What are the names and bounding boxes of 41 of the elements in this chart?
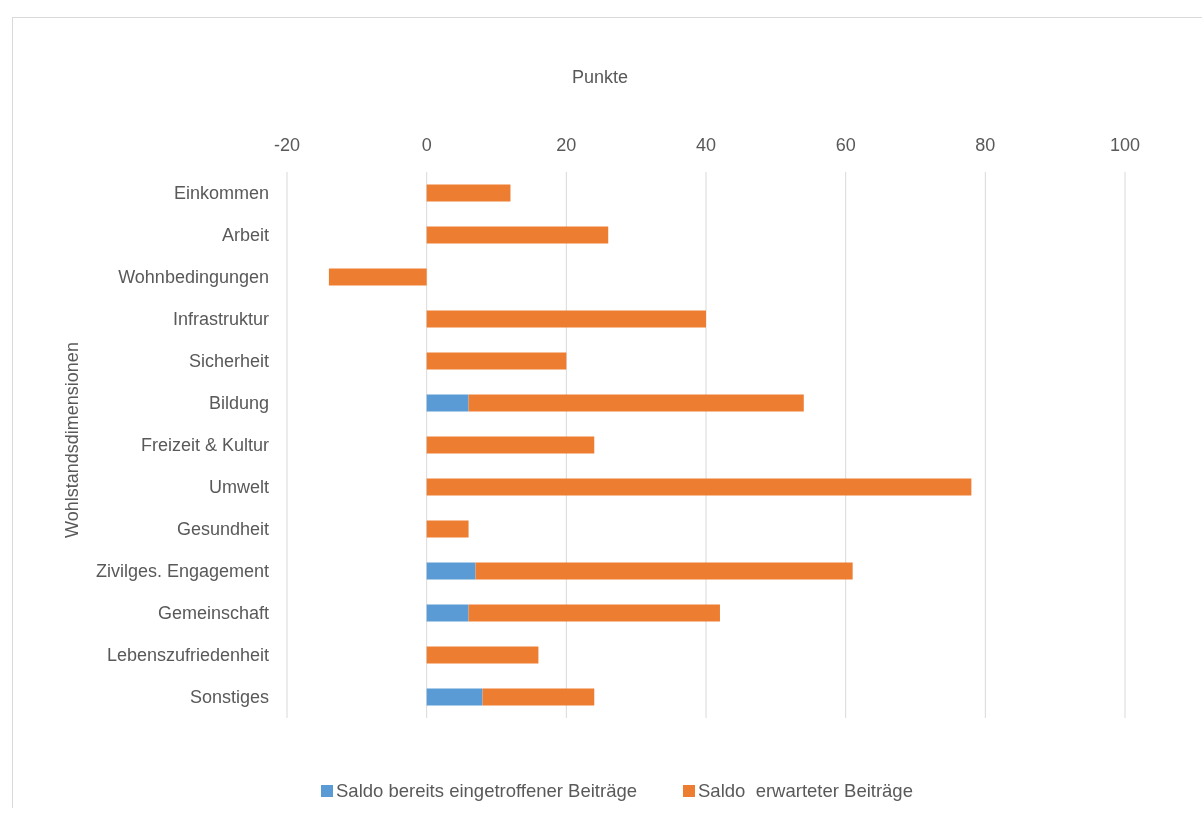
x-tick-label: -20 — [273, 135, 301, 155]
y-axis-title: Wohlstandsdimensionen — [61, 342, 82, 538]
bar — [426, 478, 972, 496]
y-tick-label: Gemeinschaft — [157, 603, 269, 624]
bar — [426, 394, 469, 412]
y-tick-label: Wohnbedingungen — [118, 267, 269, 288]
x-axis-title: Punkte — [571, 66, 629, 87]
x-tick-label: 20 — [556, 135, 577, 155]
y-tick-label: Infrastruktur — [172, 309, 269, 330]
bar — [482, 688, 595, 706]
bar — [426, 436, 595, 454]
y-tick-label: Sicherheit — [188, 351, 269, 372]
bar — [426, 604, 469, 622]
legend-label: Saldo bereits eingetroffener Beiträge — [336, 780, 638, 802]
y-tick-label: Zivilges. Engagement — [95, 561, 269, 582]
x-tick-label: 0 — [421, 135, 432, 155]
bar — [426, 184, 511, 202]
y-tick-label: Umwelt — [208, 477, 269, 498]
bar — [426, 520, 469, 538]
x-tick-label: 100 — [1109, 135, 1141, 155]
y-tick-label: Einkommen — [173, 183, 269, 204]
x-tick-label: 40 — [695, 135, 717, 155]
bar — [426, 310, 706, 328]
y-tick-label: Sonstiges — [189, 687, 269, 708]
legend-label: Saldo erwarteter Beiträge — [698, 780, 913, 802]
bar — [468, 394, 804, 412]
y-tick-label: Arbeit — [221, 225, 269, 246]
bar — [426, 226, 609, 244]
bar — [426, 688, 483, 706]
y-tick-label: Lebenszufriedenheit — [106, 645, 269, 666]
y-tick-label: Bildung — [208, 393, 269, 414]
bar — [426, 562, 476, 580]
x-tick-label: 80 — [975, 135, 996, 155]
bar — [426, 352, 567, 370]
x-tick-label: 60 — [835, 135, 856, 155]
bar — [468, 604, 720, 622]
bar — [328, 268, 427, 286]
bar — [475, 562, 853, 580]
y-tick-label: Gesundheit — [176, 519, 269, 540]
y-tick-label: Freizeit & Kultur — [140, 435, 269, 456]
bar — [426, 646, 539, 664]
